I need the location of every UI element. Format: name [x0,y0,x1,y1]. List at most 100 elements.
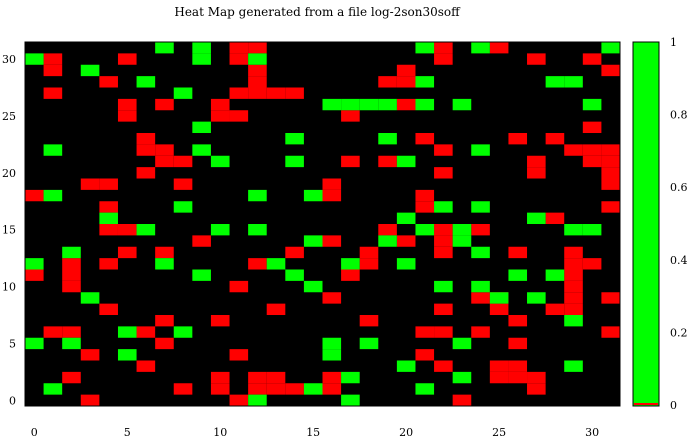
x-tick-label: 15 [306,426,320,439]
heatmap-cell-green [192,121,211,134]
heatmap-cell-green [545,76,565,88]
heatmap-cell-red [229,42,249,54]
heatmap-cell-red [99,178,118,190]
heatmap-cell-red [434,326,453,338]
heatmap-cell-green [378,235,397,247]
heatmap-cell-red [62,280,81,293]
heatmap-cell-red [155,98,174,111]
x-axis-ticks: 0 5 10 15 20 25 30 [31,426,599,439]
x-tick-label: 5 [124,426,131,439]
heatmap-cell-red [601,144,620,156]
heatmap-cell-red [434,303,453,316]
heatmap-cell-red [582,258,602,270]
heatmap-cell-red [378,224,397,236]
heatmap-cell-green [303,383,323,395]
heatmap-cell-red [248,383,267,395]
heatmap-cell-green [322,98,342,111]
heatmap-cell-red [564,269,583,281]
heatmap-cell-red [564,280,583,293]
heatmap-cell-red [248,258,267,270]
heatmap-cell-green [248,189,267,202]
heatmap-cell-red [527,371,546,384]
heatmap-cell-red [564,258,583,270]
heatmap-cell-red [210,110,230,122]
heatmap-cell-red [322,189,342,202]
heatmap-cell-red [322,178,342,190]
heatmap-cell-green [471,201,490,213]
heatmap-cell-green [285,269,304,281]
heatmap-cell-red [80,178,100,190]
heatmap-cell-red [489,42,509,54]
heatmap-cell-red [434,144,453,156]
heatmap-cell-red [582,144,602,156]
heatmap-cell-red [508,337,528,350]
heatmap-cell-red [155,246,174,259]
heatmap-cell-red [155,144,174,156]
heatmap-cell-green [415,76,435,88]
x-tick-label: 20 [399,426,413,439]
y-axis-ticks: 0 5 10 15 20 25 30 [2,53,16,407]
heatmap-cell-red [99,201,118,213]
colorbar-tick-label: 0.2 [670,326,688,339]
heatmap-cell-red [210,371,230,384]
heatmap-cell-red [322,383,342,395]
heatmap-cell-green [378,98,397,111]
heatmap-cells [25,42,620,407]
heatmap-cell-red [62,269,81,281]
heatmap-cell-green [471,280,490,293]
heatmap-cell-green [248,53,267,65]
heatmap-cell-green [173,326,193,338]
heatmap-cell-red [415,201,435,213]
heatmap-cell-red [434,360,453,372]
heatmap-cell-green [25,53,44,65]
heatmap-cell-green [80,292,100,304]
heatmap-cell-red [564,292,583,304]
colorbar-tick-label: 0.6 [670,181,688,194]
heatmap-cell-green [564,360,583,372]
heatmap-cell-green [192,53,211,65]
heatmap-cell-red [285,246,304,259]
heatmap-cell-red [136,167,156,179]
y-tick-label: 25 [2,110,16,123]
heatmap-cell-green [266,258,286,270]
heatmap-cell-green [155,42,174,54]
heatmap-cell-red [80,394,100,407]
x-tick-label: 25 [492,426,506,439]
heatmap-cell-red [564,303,583,316]
heatmap-cell-red [396,235,416,247]
colorbar-tick-label: 0.4 [670,254,688,267]
heatmap-cell-red [43,326,63,338]
heatmap-cell-green [471,144,490,156]
heatmap-cell-green [192,144,211,156]
heatmap-cell-red [117,246,137,259]
heatmap-cell-red [322,292,342,304]
heatmap-cell-red [508,315,528,327]
heatmap-cell-green [155,258,174,270]
heatmap-cell-red [136,144,156,156]
heatmap-cell-red [396,64,416,77]
heatmap-cell-red [248,64,267,77]
heatmap-cell-red [582,155,602,168]
heatmap-cell-red [601,178,620,190]
heatmap-cell-red [601,201,620,213]
heatmap-cell-red [62,326,81,338]
heatmap-cell-green [303,189,323,202]
heatmap-cell-red [266,371,286,384]
heatmap-cell-red [99,224,118,236]
heatmap-cell-green [173,201,193,213]
heatmap-cell-red [322,235,342,247]
heatmap-cell-red [229,280,249,293]
heatmap-cell-green [43,144,63,156]
colorbar-tick-label: 0.8 [670,109,688,122]
heatmap-cell-red [266,87,286,99]
heatmap-cell-green [601,42,620,54]
heatmap-cell-red [43,64,63,77]
heatmap-cell-red [266,303,286,316]
heatmap-cell-green [564,76,583,88]
heatmap-cell-green [25,337,44,350]
heatmap-cell-green [359,98,379,111]
heatmap-cell-red [155,315,174,327]
heatmap-cell-red [415,326,435,338]
heatmap-cell-green [192,269,211,281]
heatmap-cell-green [434,280,453,293]
